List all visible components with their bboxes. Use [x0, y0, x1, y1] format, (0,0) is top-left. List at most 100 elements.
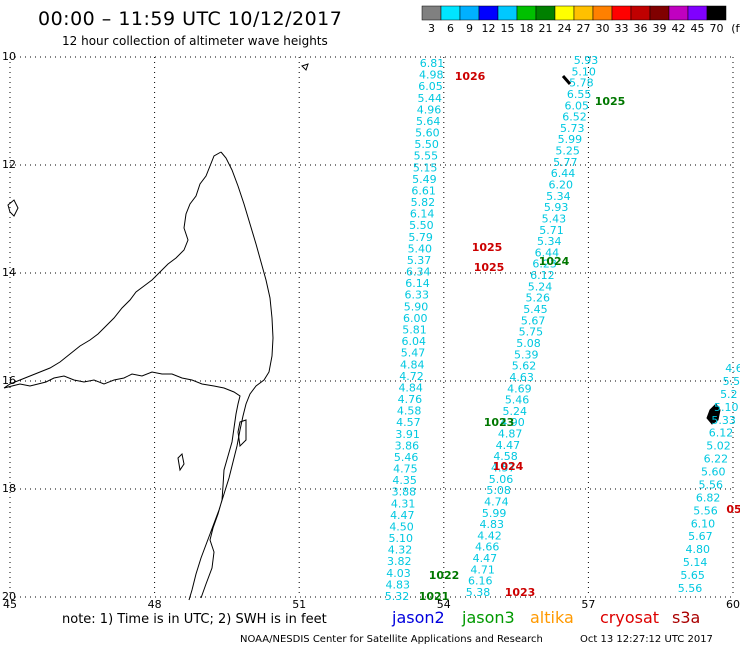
swh-value: 5.2 [720, 388, 738, 401]
island-small-3 [237, 419, 247, 448]
color-tick-label: (ft) [731, 22, 740, 35]
satellite-cryosat: cryosat [600, 608, 660, 627]
swh-value: 5.40 [408, 242, 433, 255]
swh-value: 5.08 [486, 484, 511, 497]
swh-value: 4.58 [397, 405, 422, 418]
swh-value: 5.15 [413, 161, 438, 174]
swh-value: 6.14 [405, 277, 430, 290]
island-small-4 [177, 452, 185, 472]
pressure-label: 1025 [595, 95, 626, 108]
lat-tick-label: 10 [2, 50, 16, 63]
swh-value: 4.57 [491, 461, 516, 474]
color-tick-label: 27 [577, 22, 591, 35]
swh-value: 5.10 [714, 401, 739, 414]
swh-value: 3.88 [392, 486, 417, 499]
lon-tick-label: 60 [726, 598, 740, 610]
swh-value: 5.44 [417, 92, 442, 105]
swh-value: 4.32 [388, 544, 413, 557]
pressure-label: 1024 [493, 460, 524, 473]
swh-value: 4.47 [390, 509, 415, 522]
swh-value: 4.72 [399, 370, 424, 383]
swh-value: 4.83 [480, 518, 505, 531]
swh-value: 4.50 [389, 520, 414, 533]
color-tick-label: 36 [634, 22, 648, 35]
color-tick-label: 21 [539, 22, 553, 35]
color-tick-label: 6 [447, 22, 454, 35]
swh-value: 5.43 [542, 212, 567, 225]
swh-value: 6.22 [704, 453, 729, 466]
swh-value: 4.57 [396, 416, 421, 429]
swh-value: 5.08 [516, 337, 541, 350]
swh-value: 6.12 [709, 427, 734, 440]
swh-value: 5.60 [415, 127, 440, 140]
pressure-label: 1025 [472, 241, 503, 254]
swh-value: 5.38 [466, 586, 491, 599]
swh-value: 5.5 [723, 375, 740, 388]
swh-value: 5.79 [408, 231, 433, 244]
madagascar-coast [3, 151, 274, 601]
pressure-label: 05 [726, 503, 740, 516]
swh-value: 5.33 [711, 414, 736, 427]
lon-tick-label: 54 [437, 598, 451, 610]
swh-value: 6.20 [548, 179, 573, 192]
swh-value: 4.66 [475, 541, 500, 554]
swh-value: 6.81 [420, 57, 445, 70]
swh-value: 5.24 [528, 280, 553, 293]
swh-value: 6.52 [562, 111, 587, 124]
color-tick-label: 15 [501, 22, 515, 35]
pressure-label: 1021 [419, 590, 450, 603]
swh-value: 5.75 [519, 326, 544, 339]
color-tick-label: 18 [520, 22, 534, 35]
wave-height-map: 6.814.986.055.444.965.645.605.505.555.15… [2, 50, 740, 610]
swh-value: 4.31 [391, 497, 416, 510]
swh-value: 5.56 [693, 504, 718, 517]
swh-value: 6.44 [551, 167, 576, 180]
swh-value: 5.32 [385, 590, 410, 603]
color-tick-label: 9 [466, 22, 473, 35]
coastline [3, 63, 721, 601]
swh-value: 5.62 [512, 360, 537, 373]
swh-value: 4.74 [484, 495, 509, 508]
swh-value: 5.49 [412, 173, 437, 186]
swh-value: 6.55 [567, 88, 592, 101]
lat-tick-label: 18 [2, 482, 16, 495]
swh-value: 5.47 [401, 347, 426, 360]
swh-value: 4.96 [417, 103, 442, 116]
swh-value: 6.34 [406, 266, 431, 279]
swh-value: 5.46 [394, 451, 419, 464]
credit-text: NOAA/NESDIS Center for Satellite Applica… [240, 634, 543, 645]
swh-value: 6.00 [403, 312, 428, 325]
swh-value: 5.55 [414, 150, 439, 163]
grid-lines [9, 56, 734, 598]
swh-value: 5.45 [523, 303, 548, 316]
swh-value: 4.84 [400, 358, 425, 371]
swh-value: 5.10 [389, 532, 414, 545]
swh-value: 4.76 [398, 393, 423, 406]
island-reunion [706, 403, 721, 425]
color-tick-label: 45 [691, 22, 705, 35]
pressure-label: 1022 [429, 569, 460, 582]
swh-value: 6.10 [691, 517, 716, 530]
swh-value: 4.84 [398, 381, 423, 394]
swh-value: 5.71 [539, 224, 564, 237]
swh-value: 4.71 [470, 563, 495, 576]
swh-value: 5.56 [678, 582, 703, 595]
color-tick-label: 39 [653, 22, 667, 35]
swh-value: 5.37 [407, 254, 432, 267]
swh-value: 5.06 [489, 473, 514, 486]
chart-title: 00:00 – 11:59 UTC 10/12/2017 [38, 8, 343, 30]
swh-value: 5.65 [680, 569, 705, 582]
pressure-label: 1025 [474, 261, 505, 274]
satellite-jason3: jason3 [462, 608, 515, 627]
lon-tick-label: 51 [292, 598, 306, 610]
lon-tick-label: 48 [148, 598, 162, 610]
satellite-altika: altika [530, 608, 574, 627]
color-tick-label: 3 [428, 22, 435, 35]
color-tick-label: 33 [615, 22, 629, 35]
pressure-label: 1026 [455, 70, 486, 83]
swh-value: 4.75 [393, 463, 418, 476]
swh-value: 4.69 [507, 382, 532, 395]
swh-value: 5.24 [503, 405, 528, 418]
